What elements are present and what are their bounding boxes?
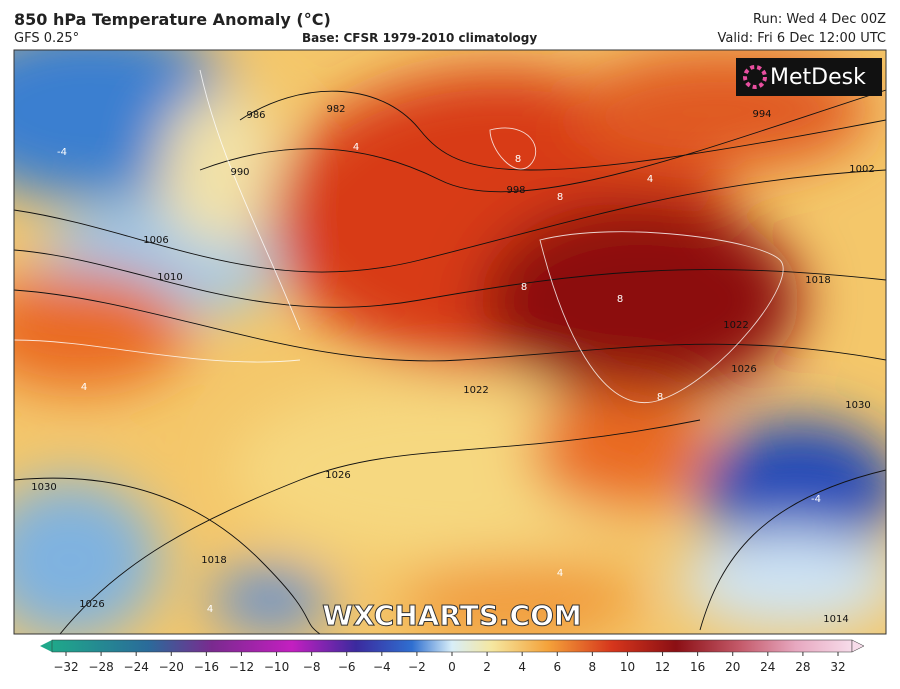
colorbar-tick-label: 20	[725, 660, 740, 674]
anomaly-label: 4	[207, 604, 213, 615]
isobar-label: 1018	[805, 275, 830, 286]
anomaly-label: 8	[657, 392, 663, 403]
colorbar-tick-label: 2	[483, 660, 491, 674]
colorbar-arrow-left	[40, 640, 52, 652]
isobar-label: 1002	[849, 164, 874, 175]
anomaly-label: -4	[811, 494, 821, 505]
colorbar-tick-label: 28	[795, 660, 810, 674]
anomaly-label: 8	[521, 282, 527, 293]
anomaly-label: -4	[57, 147, 67, 158]
isobar-label: 1030	[845, 400, 870, 411]
anomaly-label: 4	[81, 382, 87, 393]
anomaly-label: 8	[557, 192, 563, 203]
isobar-label: 1026	[731, 364, 756, 375]
colorbar-tick-label: −8	[303, 660, 321, 674]
isobar-label: 982	[326, 104, 345, 115]
colorbar-tick-label: −2	[408, 660, 426, 674]
colorbar-tick-label: 6	[553, 660, 561, 674]
colorbar-arrow-right	[851, 639, 865, 653]
map-frame	[13, 49, 887, 635]
colorbar-tick-label: −20	[159, 660, 184, 674]
run: Run: Wed 4 Dec 00Z	[752, 12, 886, 27]
anomaly-field	[14, 50, 886, 634]
colorbar-tick-label: −28	[88, 660, 113, 674]
isobar-label: 1026	[325, 470, 350, 481]
isobar-label: 1022	[723, 320, 748, 331]
isobar-label: 994	[752, 109, 771, 120]
isobar-label: 986	[246, 110, 265, 121]
colorbar-tick-label: 4	[518, 660, 526, 674]
colorbar-tick-label: −32	[53, 660, 78, 674]
title: 850 hPa Temperature Anomaly (°C)	[14, 10, 331, 29]
colorbar-tick-label: −10	[264, 660, 289, 674]
anomaly-label: 8	[515, 154, 521, 165]
colorbar-tick-label: −12	[229, 660, 254, 674]
colorbar-tick-label: −6	[338, 660, 356, 674]
isobar-label: 998	[506, 185, 525, 196]
colorbar-tick-label: −24	[124, 660, 149, 674]
isobar-label: 1026	[79, 599, 104, 610]
anomaly-label: 4	[353, 142, 359, 153]
logo: MetDesk	[736, 58, 882, 96]
colorbar-tick-label: 12	[655, 660, 670, 674]
isobar-label: 1030	[31, 482, 56, 493]
colorbar	[51, 639, 853, 653]
isobar-label: 1010	[157, 272, 182, 283]
colorbar-tick-label: 10	[620, 660, 635, 674]
anomaly-label: 4	[647, 174, 653, 185]
isobar-label: 1018	[201, 555, 226, 566]
isobar-label: 1014	[823, 614, 848, 625]
isobar-label: 1022	[463, 385, 488, 396]
colorbar-tick-label: 24	[760, 660, 775, 674]
colorbar-tick-label: 16	[690, 660, 705, 674]
colorbar-tick-label: −16	[194, 660, 219, 674]
anomaly-label: 8	[617, 294, 623, 305]
base: Base: CFSR 1979-2010 climatology	[302, 31, 538, 45]
model: GFS 0.25°	[14, 31, 80, 46]
logo-text: MetDesk	[770, 65, 866, 90]
isobar-label: 990	[230, 167, 249, 178]
watermark: WXCHARTS.COM	[322, 599, 582, 632]
colorbar-tick-label: 8	[589, 660, 597, 674]
anomaly-label: 4	[557, 568, 563, 579]
colorbar-tick-label: 32	[830, 660, 845, 674]
valid: Valid: Fri 6 Dec 12:00 UTC	[717, 31, 886, 46]
colorbar-tick-label: 0	[448, 660, 456, 674]
isobar-label: 1006	[143, 235, 168, 246]
colorbar-tick-label: −4	[373, 660, 391, 674]
